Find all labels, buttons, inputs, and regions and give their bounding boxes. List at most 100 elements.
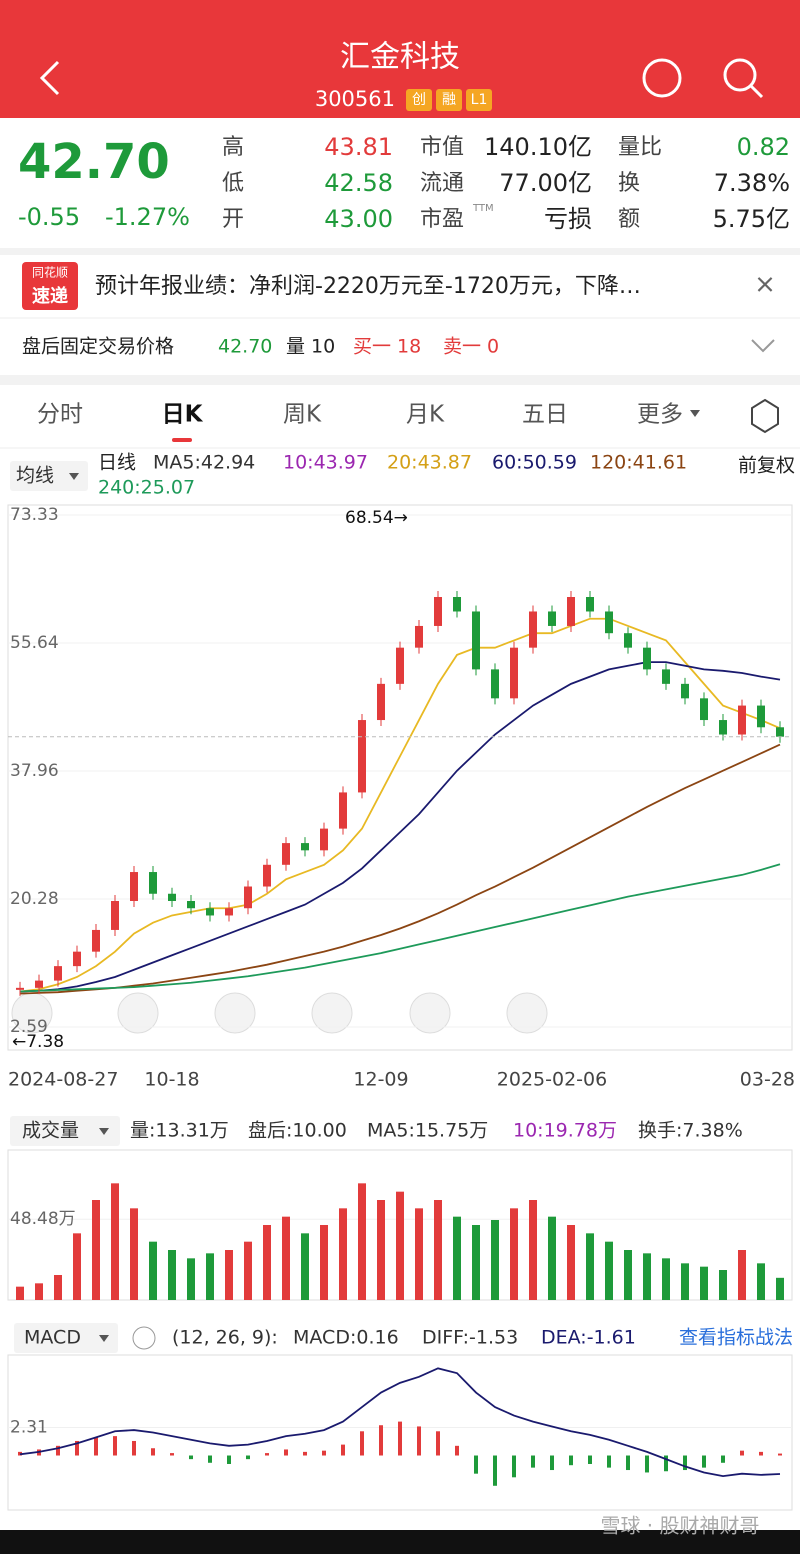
tab[interactable]: 五日	[522, 402, 568, 428]
tab[interactable]: 分时	[37, 402, 83, 428]
tab[interactable]: 周K	[283, 402, 322, 428]
macd-bar	[531, 1455, 535, 1468]
dropdown-arrow	[690, 410, 700, 417]
x-tick-label: 2024-08-27	[8, 1069, 118, 1091]
macd-bar	[607, 1455, 611, 1468]
field-value: 140.10亿	[484, 133, 592, 161]
candle	[35, 980, 43, 988]
move-right[interactable]	[409, 992, 451, 1034]
adjust-mode[interactable]: 前复权	[738, 455, 795, 477]
indicator-select[interactable]: 成交量	[22, 1120, 79, 1142]
tag-box	[436, 89, 462, 111]
volume-bar	[149, 1241, 157, 1300]
ma-label: MA5:42.94	[153, 452, 255, 474]
indicator-box	[10, 461, 88, 491]
settings-icon[interactable]	[751, 398, 779, 434]
volume-label: MA5:15.75万	[367, 1120, 488, 1142]
zoom-in[interactable]	[117, 992, 159, 1034]
macd-bar	[94, 1437, 98, 1456]
candle	[472, 611, 480, 670]
zoom-out[interactable]	[214, 992, 256, 1034]
dropdown-arrow	[99, 1335, 109, 1342]
indicator-select[interactable]: MACD	[24, 1327, 81, 1349]
candle	[757, 705, 765, 728]
fullscreen[interactable]	[506, 992, 548, 1034]
volume-bar	[472, 1225, 480, 1300]
ma-label: 20:43.87	[387, 452, 472, 474]
macd-bar	[759, 1451, 763, 1456]
candle	[282, 843, 290, 865]
candle	[529, 611, 537, 648]
ma-line	[19, 661, 781, 993]
back-button[interactable]	[39, 60, 60, 96]
volume-bar	[681, 1263, 689, 1300]
indicator-select[interactable]: 均线	[16, 465, 54, 487]
after-hours-ask: 卖一 0	[443, 336, 499, 358]
tag-box	[406, 89, 432, 111]
macd-label: DEA:-1.61	[541, 1327, 636, 1349]
candle	[681, 683, 689, 699]
volume-bar	[301, 1233, 309, 1300]
candle	[643, 647, 651, 670]
y-tick-label: 2.59	[10, 1017, 48, 1037]
macd-bar	[493, 1455, 497, 1486]
search-button[interactable]	[723, 58, 757, 92]
move-left[interactable]	[311, 992, 353, 1034]
tab[interactable]: 日K	[162, 402, 204, 428]
news-badge	[22, 262, 78, 310]
period-label: 日线	[98, 452, 136, 474]
candle	[605, 611, 613, 634]
high-annotation: 68.54→	[345, 508, 408, 528]
news-close[interactable]: ×	[754, 270, 776, 300]
field-label: 流通	[420, 171, 464, 196]
macd-label: MACD:0.16	[293, 1327, 399, 1349]
volume-bar	[16, 1286, 24, 1300]
help-icon[interactable]	[132, 1326, 156, 1350]
macd-bar	[151, 1448, 155, 1456]
field-label: 开	[222, 207, 244, 232]
volume-bar	[491, 1220, 499, 1300]
after-hours-label: 盘后固定交易价格	[22, 336, 174, 358]
volume-bar	[434, 1200, 442, 1300]
macd-bar	[398, 1421, 402, 1456]
candle	[586, 597, 594, 612]
news-text[interactable]: 预计年报业绩：净利润-2220万元至-1720万元，下降…	[95, 274, 641, 299]
volume-bar	[548, 1216, 556, 1300]
volume-bar	[719, 1270, 727, 1300]
volume-bar	[54, 1275, 62, 1300]
ma-label: 240:25.07	[98, 477, 195, 499]
tab[interactable]: 更多	[637, 402, 683, 428]
volume-bar	[738, 1250, 746, 1300]
expand-icon[interactable]	[751, 339, 775, 353]
x-tick-label: 12-09	[353, 1069, 408, 1091]
volume-bar	[73, 1233, 81, 1300]
macd-bar	[75, 1440, 79, 1456]
volume-bar	[757, 1263, 765, 1300]
volume-bar	[624, 1250, 632, 1300]
chart-controls	[11, 992, 548, 1034]
field-label: 市盈	[420, 207, 464, 232]
field-value: 5.75亿	[713, 205, 790, 233]
indicator-link[interactable]: 查看指标战法	[679, 1327, 793, 1349]
macd-bar	[569, 1455, 573, 1466]
macd-bar	[113, 1436, 117, 1456]
tag: 融	[442, 92, 456, 108]
volume-bar	[130, 1208, 138, 1300]
ma-line	[19, 743, 781, 995]
volume-bar	[415, 1208, 423, 1300]
candle	[662, 669, 670, 684]
tab-indicator	[172, 438, 192, 442]
candle	[225, 908, 233, 916]
macd-bar	[778, 1453, 782, 1456]
macd-bar	[550, 1455, 554, 1471]
tag: L1	[471, 92, 488, 108]
indicator-box	[10, 1116, 120, 1146]
assistant-icon[interactable]	[642, 58, 682, 98]
tab[interactable]: 月K	[406, 402, 445, 428]
candle	[738, 705, 746, 735]
diff-line	[19, 1367, 781, 1478]
candle	[73, 951, 81, 967]
macd-bar	[56, 1445, 60, 1456]
